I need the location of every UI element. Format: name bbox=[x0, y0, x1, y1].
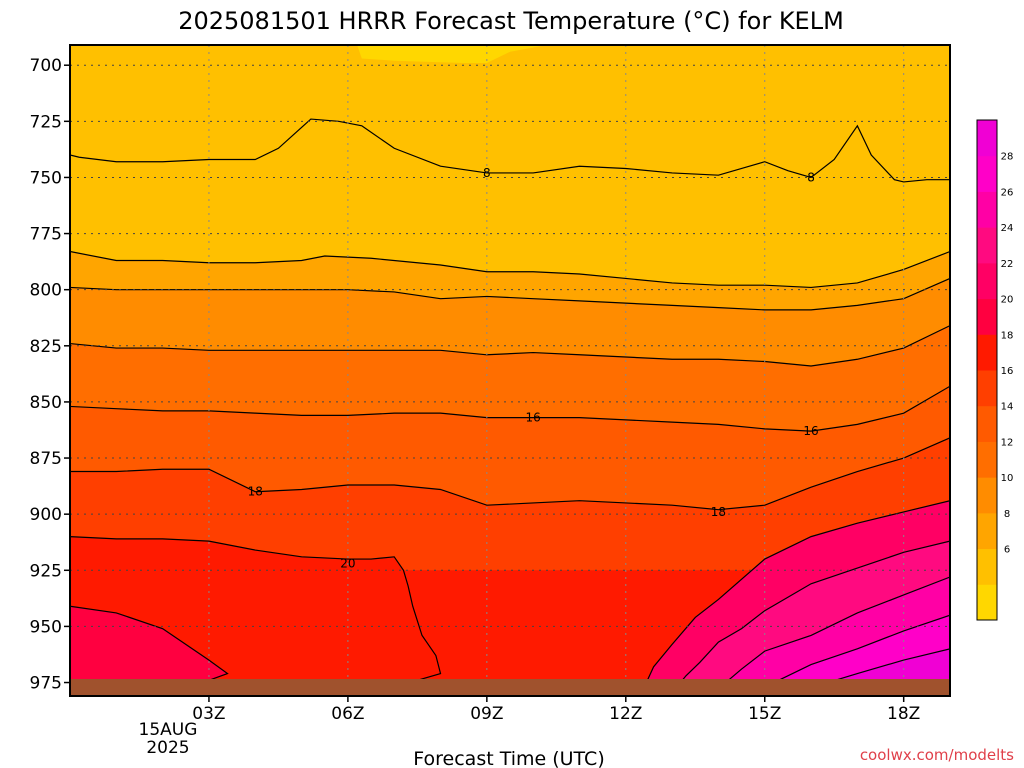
y-tick-label: 775 bbox=[30, 225, 62, 245]
colorbar-segment bbox=[977, 120, 997, 157]
colorbar-tick-label: 6 bbox=[1004, 545, 1010, 556]
y-tick-label: 700 bbox=[30, 56, 62, 76]
colorbar-tick-label: 14 bbox=[1001, 402, 1014, 413]
x-tick-label: 18Z bbox=[887, 704, 920, 724]
colorbar-segment bbox=[977, 334, 997, 371]
contour-line-16 bbox=[70, 437, 950, 511]
colorbar-tick-label: 18 bbox=[1001, 330, 1014, 341]
colorbar-segment bbox=[977, 548, 997, 585]
y-tick-label: 925 bbox=[30, 561, 62, 581]
plot-frame bbox=[69, 44, 951, 697]
colorbar-segment bbox=[977, 298, 997, 335]
temperature-band-4 bbox=[357, 45, 548, 63]
colorbar-tick-label: 28 bbox=[1001, 152, 1014, 163]
contour-line-14 bbox=[70, 385, 950, 432]
colorbar-segment bbox=[977, 227, 997, 264]
contour-label: 8 bbox=[807, 170, 815, 184]
contour-line-8 bbox=[70, 250, 950, 289]
colorbar-tick-label: 24 bbox=[1001, 223, 1014, 234]
colorbar-segment bbox=[977, 405, 997, 442]
y-tick-label: 725 bbox=[30, 112, 62, 132]
x-date-line-year: 2025 bbox=[146, 738, 189, 758]
colorbar-segment bbox=[977, 584, 997, 621]
colorbar-segment bbox=[977, 191, 997, 228]
contour-label: 16 bbox=[526, 411, 541, 425]
colorbar-segment bbox=[977, 370, 997, 407]
x-tick-label: 15Z bbox=[748, 704, 781, 724]
y-tick-label: 975 bbox=[30, 674, 62, 694]
x-tick-label: 03Z bbox=[192, 704, 225, 724]
colorbar-segment bbox=[977, 155, 997, 192]
x-tick-label: 09Z bbox=[470, 704, 503, 724]
contour-label: 16 bbox=[803, 424, 818, 438]
colorbar-tick-label: 10 bbox=[1001, 473, 1014, 484]
y-tick-label: 950 bbox=[30, 617, 62, 637]
y-tick-label: 900 bbox=[30, 505, 62, 525]
contour-label: 18 bbox=[711, 505, 726, 519]
contour-label: 8 bbox=[483, 166, 491, 180]
colorbar: 6 8 10 12 14 16 18 20 22 24 26 28 bbox=[976, 119, 1014, 621]
colorbar-tick-label: 26 bbox=[1001, 187, 1014, 198]
x-tick-label: 06Z bbox=[331, 704, 364, 724]
x-tick-label: 12Z bbox=[609, 704, 642, 724]
colorbar-tick-label: 8 bbox=[1004, 509, 1010, 520]
colorbar-tick-label: 16 bbox=[1001, 366, 1014, 377]
y-tick-label: 825 bbox=[30, 337, 62, 357]
temperature-bands bbox=[70, 45, 950, 696]
colorbar-tick-label: 22 bbox=[1001, 259, 1014, 270]
contour-line-10 bbox=[70, 277, 950, 311]
y-tick-label: 875 bbox=[30, 449, 62, 469]
contour-line-6 bbox=[70, 118, 950, 183]
y-tick-label: 750 bbox=[30, 168, 62, 188]
temperature-band-20 bbox=[70, 606, 228, 696]
colorbar-segment bbox=[977, 512, 997, 550]
x-date-line-day: 15AUG bbox=[139, 720, 198, 740]
y-tick-label: 800 bbox=[30, 281, 62, 301]
colorbar-segment bbox=[977, 441, 997, 478]
contour-line-12 bbox=[70, 325, 950, 367]
contour-labels: 8 8 16 16 18 18 20 bbox=[248, 166, 819, 571]
chart-title: 2025081501 HRRR Forecast Temperature (°C… bbox=[178, 7, 844, 35]
x-axis: 03Z 06Z 09Z 12Z 15Z 18Z bbox=[192, 696, 920, 724]
colorbar-segment bbox=[977, 477, 997, 514]
colorbar-segment bbox=[977, 262, 997, 300]
contour-label: 18 bbox=[248, 485, 263, 499]
terrain-strip bbox=[70, 679, 950, 696]
contour-line-22 bbox=[639, 500, 950, 696]
x-axis-label: Forecast Time (UTC) bbox=[413, 748, 604, 768]
contour-label: 20 bbox=[340, 557, 355, 571]
plot-area: 8 8 16 16 18 18 20 bbox=[70, 45, 950, 696]
y-tick-label: 850 bbox=[30, 393, 62, 413]
colorbar-frame bbox=[976, 119, 998, 621]
colorbar-tick-label: 12 bbox=[1001, 437, 1014, 448]
colorbar-tick-label: 20 bbox=[1001, 295, 1014, 306]
y-axis: 700 725 750 775 800 825 850 875 900 925 950 975 bbox=[30, 56, 70, 694]
credit-text: coolwx.com/modelts bbox=[860, 746, 1014, 764]
